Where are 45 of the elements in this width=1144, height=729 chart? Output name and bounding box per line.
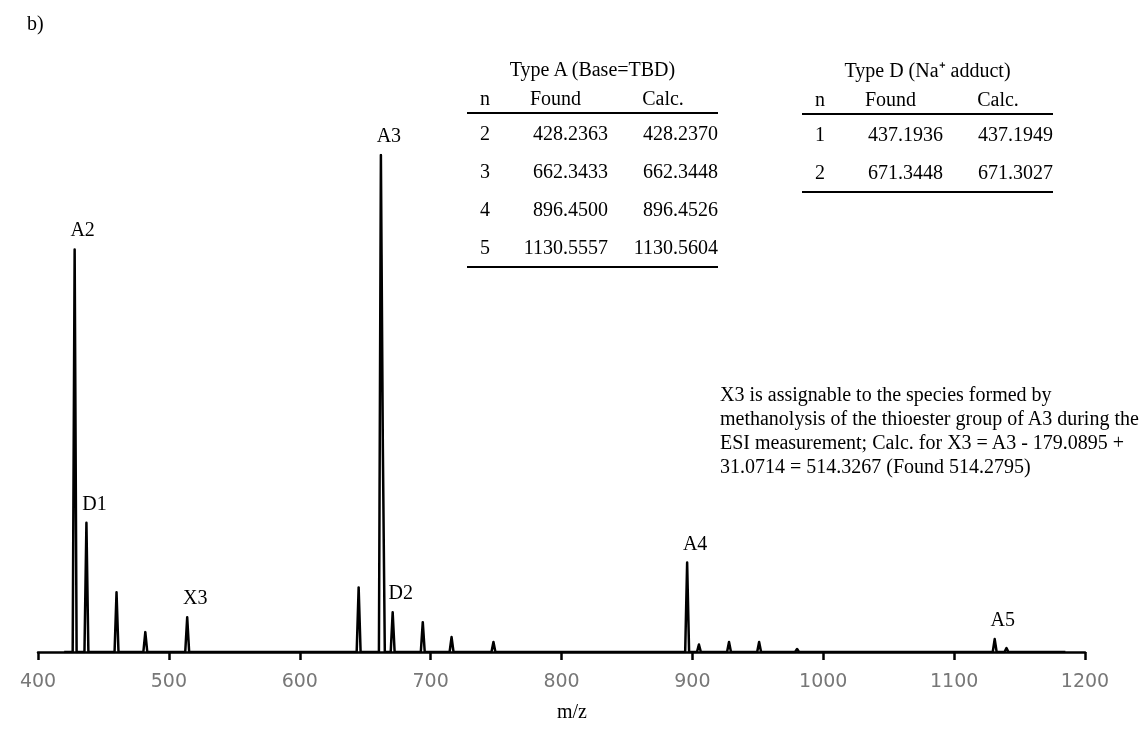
text: n	[802, 85, 838, 114]
text: 428.2370	[642, 120, 718, 146]
annotation: 662.3433	[532, 158, 608, 184]
annotation: A5	[990, 608, 1015, 631]
text: 428.2363	[532, 120, 608, 146]
annotation: 896.4500	[532, 196, 608, 222]
annotation: X3 is assignable to the species formed by methanolysis of the thioester group of A3 during the ESI measurement; Calc. for X3 = A3 - 179.0895 + 31.0714 = 514.3267 (Found 514.2795)	[720, 382, 1140, 478]
text: Type A (Base=TBD)	[508, 56, 677, 83]
annotation: 671.3027	[943, 153, 1053, 192]
annotation: 662.3448	[642, 158, 718, 184]
annotation: 2	[802, 153, 838, 192]
x-tick-label: 400	[19, 668, 57, 691]
x-tick-label: 800	[543, 668, 580, 691]
text: Calc.	[943, 85, 1053, 114]
x-tick-label: 600	[281, 668, 318, 691]
x-tick-label: 900	[674, 668, 711, 691]
annotation: A2	[70, 218, 95, 241]
annotation: 5	[467, 228, 503, 267]
annotation: X3	[182, 586, 208, 609]
x-tick-label: 700	[412, 668, 449, 691]
text: Found	[838, 85, 943, 114]
annotation: 4	[479, 196, 491, 222]
chart-title: b)	[27, 12, 44, 35]
text: 1	[814, 121, 826, 147]
annotation: A4	[682, 531, 708, 554]
annotation: 1130.5557	[503, 228, 608, 267]
x-tick-label: 1000	[799, 668, 848, 691]
text: Calc.	[608, 84, 718, 113]
text: 437.1936	[867, 121, 943, 147]
text: Found	[503, 84, 608, 113]
annotation: D2	[388, 581, 413, 604]
x-tick-label: 500	[150, 668, 188, 691]
x-tick-label: 1200	[1060, 668, 1110, 691]
annotation: 671.3448	[838, 153, 943, 192]
text: n	[467, 84, 503, 113]
annotation: D1	[82, 491, 107, 514]
text: Type D (Na⁺ adduct)	[843, 58, 1012, 84]
x-axis-title: m/z	[556, 700, 588, 723]
annotation: 3	[479, 158, 491, 184]
annotation: A3	[376, 124, 402, 146]
text: 437.1949	[977, 121, 1053, 147]
text: 2	[479, 120, 491, 146]
annotation: 896.4526	[642, 196, 718, 222]
x-tick-label: 1100	[929, 668, 979, 691]
annotation: 1130.5604	[608, 228, 718, 267]
